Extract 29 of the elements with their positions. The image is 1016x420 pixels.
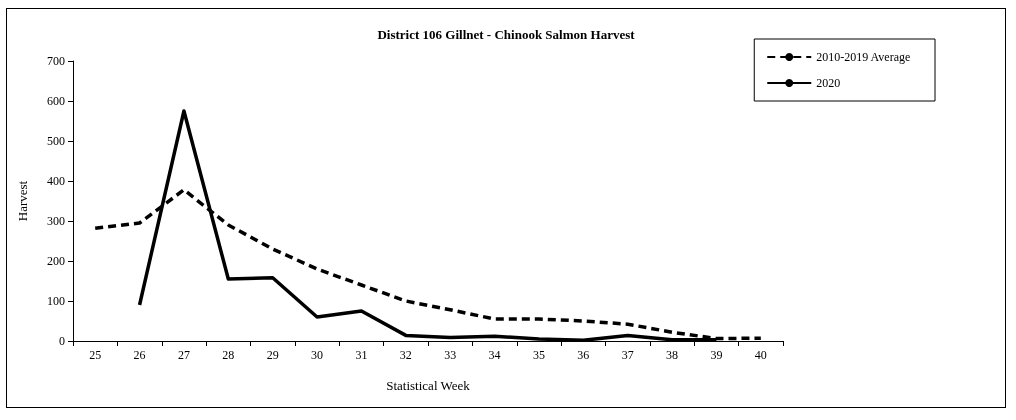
x-tick-label: 39 xyxy=(710,348,723,362)
y-tick-label: 100 xyxy=(47,294,65,308)
x-tick-label: 26 xyxy=(133,348,146,362)
x-tick-label: 40 xyxy=(754,348,767,362)
legend-label: 2010-2019 Average xyxy=(816,50,911,64)
x-tick-label: 37 xyxy=(621,348,634,362)
x-tick-label: 35 xyxy=(532,348,545,362)
chart-title: District 106 Gillnet - Chinook Salmon Harvest xyxy=(377,27,636,42)
y-tick-label: 300 xyxy=(47,214,65,228)
y-tick-label: 500 xyxy=(47,134,65,148)
y-tick-label: 200 xyxy=(47,254,65,268)
x-axis-title: Statistical Week xyxy=(386,378,471,393)
y-axis-title: Harvest xyxy=(15,180,30,222)
x-tick-label: 38 xyxy=(666,348,679,362)
y-tick-label: 600 xyxy=(47,94,65,108)
y-tick-label: 0 xyxy=(59,334,65,348)
x-tick-label: 27 xyxy=(177,348,190,362)
x-tick-label: 31 xyxy=(355,348,368,362)
x-tick-label: 36 xyxy=(577,348,590,362)
x-tick-label: 28 xyxy=(222,348,235,362)
y-tick-label: 400 xyxy=(47,174,65,188)
x-tick-label: 33 xyxy=(444,348,457,362)
x-tick-label: 29 xyxy=(266,348,279,362)
x-tick-label: 34 xyxy=(488,348,501,362)
x-tick-label: 32 xyxy=(399,348,412,362)
legend-label: 2020 xyxy=(816,76,841,90)
x-tick-label: 25 xyxy=(89,348,102,362)
y-tick-label: 700 xyxy=(47,54,65,68)
x-tick-label: 30 xyxy=(311,348,324,362)
